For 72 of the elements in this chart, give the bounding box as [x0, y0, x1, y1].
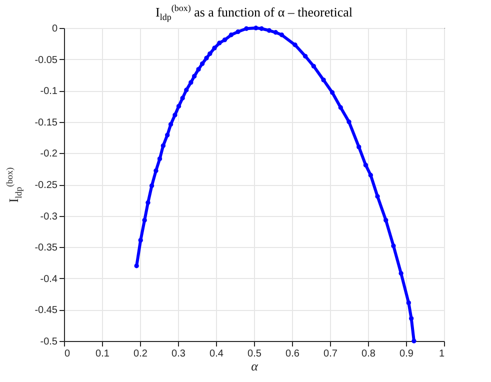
x-axis-title: α: [251, 358, 260, 374]
point: [384, 218, 388, 223]
point: [212, 46, 217, 50]
point: [142, 218, 147, 223]
y-tick-label: -0.45: [34, 305, 58, 316]
y-tick-label: -0.05: [34, 54, 58, 66]
point: [196, 66, 201, 72]
point: [180, 96, 185, 100]
point: [217, 40, 222, 46]
point: [368, 172, 374, 178]
point: [406, 300, 412, 306]
y-tick-label: -0.5: [40, 336, 58, 348]
point: [184, 88, 189, 92]
point: [346, 120, 352, 124]
point: [363, 162, 368, 168]
x-tick-label: 0.6: [286, 348, 300, 360]
point: [398, 271, 404, 276]
point: [208, 51, 212, 56]
x-tick-label: 0.2: [134, 348, 148, 360]
point: [292, 42, 298, 48]
point: [200, 61, 205, 66]
y-tick-label: -0.35: [34, 242, 58, 254]
y-tick-label: -0.2: [40, 148, 58, 160]
y-tick-label: -0.25: [34, 180, 58, 191]
x-tick-label: 0: [64, 348, 70, 360]
point: [204, 56, 209, 60]
point: [391, 244, 396, 248]
x-tick-label: 0.7: [324, 348, 338, 360]
x-tick-label: 0.3: [172, 348, 186, 360]
x-tick-label: 0.8: [362, 348, 376, 360]
point: [236, 29, 240, 34]
point: [302, 54, 308, 59]
point: [154, 168, 158, 174]
point: [356, 144, 362, 150]
point: [273, 30, 278, 35]
y-tick-label: -0.3: [40, 211, 58, 222]
point: [222, 38, 228, 42]
point: [412, 338, 416, 344]
point: [138, 238, 143, 243]
y-tick-label: -0.1: [40, 86, 58, 98]
point: [259, 26, 264, 31]
point: [408, 316, 414, 321]
point: [134, 264, 139, 268]
x-tick-label: 1: [438, 348, 445, 360]
point: [228, 32, 234, 38]
point: [176, 104, 182, 109]
point: [172, 112, 178, 118]
chart-title: I$_{ldp}$$^{(box)}$ as a function of α – theoretical: [154, 3, 354, 22]
x-tick-label: 0.5: [248, 348, 262, 360]
y-tick-label: -0.4: [40, 274, 58, 285]
point: [321, 78, 326, 82]
point: [168, 122, 174, 127]
y-tick-label: 0: [52, 24, 58, 34]
point: [338, 105, 343, 110]
point: [146, 200, 150, 205]
point: [311, 64, 316, 69]
point: [149, 183, 154, 188]
y-tick-label: -0.15: [34, 117, 58, 128]
point: [165, 132, 170, 138]
x-tick-label: 0.4: [210, 348, 224, 360]
point: [254, 26, 258, 30]
point: [330, 90, 335, 95]
point: [188, 80, 194, 85]
point: [192, 74, 197, 79]
point: [160, 143, 166, 148]
point: [279, 32, 284, 38]
x-tick-label: 0.9: [400, 348, 414, 360]
x-tick-label: 0.1: [96, 348, 110, 360]
point: [157, 156, 162, 162]
point: [266, 28, 272, 33]
point: [375, 194, 380, 199]
point: [244, 26, 249, 31]
